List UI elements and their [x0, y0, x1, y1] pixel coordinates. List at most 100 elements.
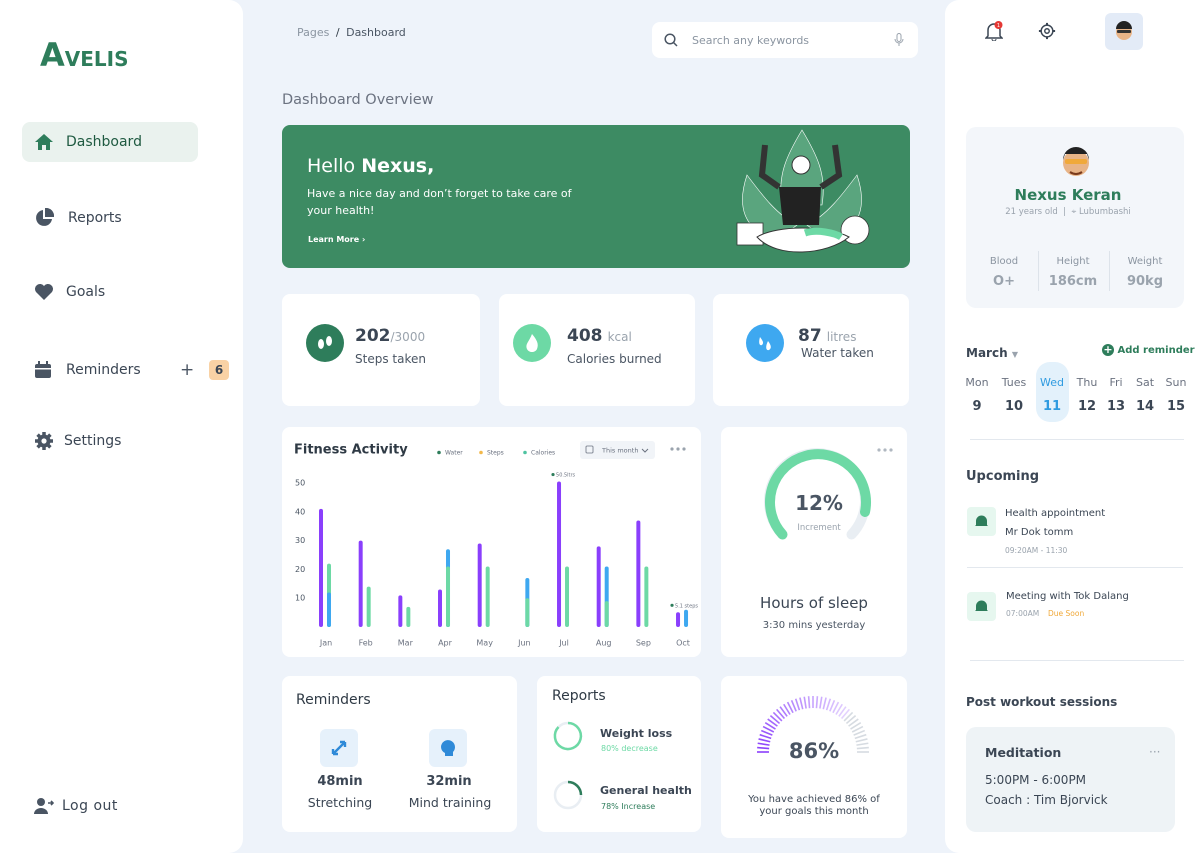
bar — [596, 546, 601, 627]
metric-value: 90kg — [1126, 274, 1164, 289]
value-label-dot — [551, 472, 555, 477]
bar — [684, 609, 689, 627]
gauge-tick — [850, 722, 862, 730]
profile-meta: 21 years old | ⌖ Lubumbashi — [1005, 207, 1131, 217]
page-title: Dashboard Overview — [282, 92, 434, 108]
gauge-tick — [757, 742, 770, 746]
sleep-subtitle: 3:30 mins yesterday — [762, 620, 866, 631]
weekday: Tues — [1001, 376, 1027, 389]
chart-title: Fitness Activity — [294, 443, 408, 458]
gauge-tick — [822, 697, 827, 710]
logo[interactable]: AVELIS — [40, 36, 129, 74]
nav-item[interactable]: Settings — [22, 421, 198, 461]
gauge-tick — [851, 725, 864, 733]
right-panel: 1 Nexus Keran 21 years old | ⌖ Lubumbash… — [945, 0, 1200, 853]
card-title: Reminders — [296, 692, 371, 708]
search-box[interactable]: Search any keywords — [652, 22, 918, 58]
mic-icon[interactable] — [894, 33, 904, 47]
nav-item[interactable]: Dashboard — [22, 122, 198, 162]
date[interactable]: 13 — [1106, 399, 1126, 414]
settings-button[interactable] — [1038, 22, 1056, 40]
stat-number: 202 — [355, 326, 391, 346]
nav-item[interactable]: Reminders + 6 — [22, 350, 232, 390]
greeting-text: Hello — [307, 155, 356, 177]
settings-icon — [35, 432, 53, 450]
value-label-dot — [670, 603, 674, 607]
bar — [676, 612, 681, 627]
x-tick-label: Feb — [359, 639, 373, 648]
gauge-tick — [799, 697, 804, 710]
session-menu[interactable]: ··· — [1149, 745, 1161, 759]
fitness-chart: Fitness Activity This month 10 20 30 40 50 Ja… — [294, 441, 698, 648]
y-tick-label: 30 — [295, 536, 305, 545]
report-label: Weight loss — [600, 727, 673, 740]
profile-location: Lubumbashi — [1078, 207, 1131, 217]
metric-label: Weight — [1127, 256, 1163, 267]
bar — [327, 592, 331, 627]
date[interactable]: 12 — [1077, 399, 1097, 414]
fitness-card: Fitness Activity This month 10 20 30 40 50 Ja… — [282, 427, 701, 657]
logout-icon — [34, 798, 54, 814]
gauge-tick — [819, 696, 823, 709]
stat-unit: /3000 — [390, 330, 426, 344]
bar — [319, 508, 323, 627]
event-icon — [967, 592, 996, 621]
month-select[interactable]: March ▼ — [966, 346, 1018, 360]
nav-label: Reports — [68, 210, 122, 226]
sleep-value: 12% — [795, 491, 843, 515]
breadcrumb: Pages / Dashboard — [297, 26, 406, 39]
bar — [398, 595, 403, 627]
x-tick-label: May — [476, 639, 493, 648]
gauge-tick — [772, 711, 783, 722]
event-title: Meeting with Tok Dalang — [1006, 591, 1129, 602]
divider — [970, 439, 1184, 440]
period-select[interactable] — [580, 441, 655, 459]
session-card[interactable]: Meditation ··· 5:00PM - 6:00PM Coach : T… — [966, 727, 1175, 832]
value-label: 50.5ltrs — [556, 473, 576, 479]
nav-item[interactable]: Reports — [22, 198, 198, 238]
report-change: 80% decrease — [601, 744, 658, 753]
goals-icon — [35, 284, 53, 300]
y-tick-label: 40 — [295, 507, 305, 516]
gauge-tick — [840, 708, 850, 720]
sleep-title: Hours of sleep — [760, 594, 868, 612]
x-tick-label: Sep — [636, 639, 651, 648]
avatar-button[interactable] — [1105, 13, 1143, 50]
session-name: Meditation — [985, 745, 1062, 760]
nav-item[interactable]: Goals — [22, 272, 198, 312]
add-reminder[interactable]: + Add reminder — [1102, 343, 1195, 356]
breadcrumb-item[interactable]: Pages — [297, 26, 330, 39]
bar — [636, 520, 641, 627]
date[interactable]: 11 — [1042, 399, 1062, 414]
date[interactable]: 10 — [1004, 399, 1024, 414]
stat-value: 87 litres — [798, 326, 856, 346]
gauge-tick — [760, 729, 773, 736]
period-label: This month — [601, 447, 638, 455]
legend-dot — [479, 450, 483, 455]
stat-card: 202/3000 Steps taken — [282, 294, 480, 406]
bar — [525, 598, 530, 627]
gauge-tick — [845, 715, 857, 725]
add-reminder-button[interactable]: + — [180, 360, 195, 380]
learn-more-link[interactable]: Learn More › — [308, 235, 366, 244]
date[interactable]: 9 — [972, 399, 982, 414]
bar — [446, 566, 451, 627]
date[interactable]: 15 — [1166, 399, 1186, 414]
more-menu[interactable] — [670, 447, 686, 451]
notification-button[interactable]: 1 — [985, 21, 1003, 41]
date[interactable]: 14 — [1135, 399, 1155, 414]
link-text: Learn More — [308, 235, 360, 244]
banner-illustration — [736, 129, 870, 253]
gauge-tick — [769, 715, 781, 725]
gauge-tick — [758, 738, 771, 743]
event-time: 07:00AM — [1006, 609, 1040, 618]
logout[interactable]: Log out — [22, 786, 198, 826]
gauge-tick — [838, 706, 847, 717]
breadcrumb-item: Dashboard — [346, 26, 406, 39]
badge: 6 — [209, 360, 229, 380]
search-icon — [664, 33, 678, 47]
goals-card: 86% You have achieved 86% of your goals … — [721, 676, 907, 838]
metric-label: Blood — [989, 256, 1019, 267]
stat-card: 87 litres Water taken — [713, 294, 909, 406]
